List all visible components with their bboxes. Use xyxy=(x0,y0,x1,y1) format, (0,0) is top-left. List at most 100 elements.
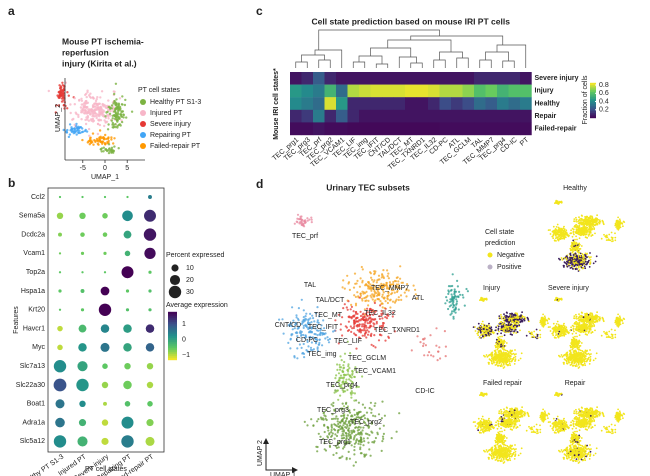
cell-point xyxy=(378,294,381,297)
cell-point xyxy=(301,352,304,355)
dendrogram xyxy=(318,29,440,50)
cell-point xyxy=(54,111,57,114)
cell-point xyxy=(497,351,500,353)
cell-point xyxy=(568,262,571,264)
cell-point xyxy=(584,323,587,326)
cell-point xyxy=(102,150,105,153)
cell-point xyxy=(75,124,78,128)
cell-point xyxy=(381,289,384,292)
cell-point xyxy=(560,334,563,336)
cell-point xyxy=(549,229,551,231)
cell-point xyxy=(303,319,306,322)
cell-point xyxy=(107,117,110,120)
cell-point xyxy=(589,329,592,331)
cell-point xyxy=(316,319,319,322)
cell-point xyxy=(363,332,367,335)
legend-label: Positive xyxy=(497,264,522,271)
cell-point xyxy=(508,362,511,365)
cell-point xyxy=(385,317,389,320)
cell-point xyxy=(570,265,573,267)
cell-point xyxy=(560,235,563,238)
cell-point xyxy=(86,141,90,144)
heat-cell xyxy=(290,97,302,110)
cell-point xyxy=(578,324,581,326)
cell-point xyxy=(565,229,568,232)
cell-point xyxy=(585,218,588,221)
cell-point xyxy=(557,239,560,242)
dot xyxy=(144,247,156,260)
cell-point xyxy=(340,434,343,437)
cell-point xyxy=(368,320,371,323)
cell-point xyxy=(314,327,317,330)
cell-point xyxy=(484,327,487,330)
cell-point xyxy=(388,281,391,284)
cluster-label: TEC_prg3 xyxy=(317,407,349,414)
cell-point xyxy=(335,374,338,377)
heat-cell xyxy=(451,84,463,98)
cell-point xyxy=(363,421,367,424)
dot xyxy=(58,252,62,255)
cell-point xyxy=(62,92,65,96)
colorbar-cell xyxy=(168,343,177,347)
cell-point xyxy=(393,330,396,333)
cell-point xyxy=(347,427,351,430)
cell-point xyxy=(113,90,116,94)
cell-point xyxy=(587,332,590,334)
dot xyxy=(101,437,109,445)
cell-point xyxy=(302,324,305,327)
cell-point xyxy=(370,310,373,313)
cell-point xyxy=(354,302,358,305)
dot xyxy=(55,399,65,409)
cell-point xyxy=(501,323,504,326)
cell-point xyxy=(415,297,418,300)
cell-point xyxy=(476,332,479,335)
cell-point xyxy=(349,387,353,390)
cell-point xyxy=(565,257,568,259)
cell-point xyxy=(580,331,582,334)
cell-point xyxy=(376,297,379,301)
cell-point xyxy=(100,106,103,109)
cell-point xyxy=(559,298,562,300)
cell-point xyxy=(570,326,572,329)
cell-point xyxy=(508,354,510,356)
cell-point xyxy=(447,307,450,311)
cell-point xyxy=(307,327,310,330)
cell-point xyxy=(313,320,316,323)
umap-axes xyxy=(265,440,296,471)
cell-point xyxy=(482,327,485,330)
cell-point xyxy=(423,354,426,357)
cell-point xyxy=(378,317,381,320)
cell-point xyxy=(546,320,549,322)
cell-point xyxy=(578,269,581,271)
cell-point xyxy=(622,220,625,223)
cell-point xyxy=(616,223,619,226)
cell-point xyxy=(373,334,376,337)
cell-point xyxy=(585,222,588,224)
cell-point xyxy=(346,340,349,343)
cell-point xyxy=(377,288,380,291)
cell-point xyxy=(386,298,389,301)
dendrogram xyxy=(433,59,446,68)
cell-point xyxy=(350,432,353,435)
colorbar-label: 0 xyxy=(182,337,186,344)
cell-point xyxy=(478,336,481,339)
colorbar-label: 0.2 xyxy=(599,107,609,114)
cell-point xyxy=(119,107,122,110)
cell-point xyxy=(592,262,595,265)
heat-cell xyxy=(451,109,463,123)
cell-point xyxy=(98,129,102,132)
cell-point xyxy=(374,299,377,302)
cell-point xyxy=(575,315,578,318)
cell-point xyxy=(395,298,398,301)
cell-point xyxy=(332,385,335,388)
column-label: PT xyxy=(519,136,531,148)
heat-cell xyxy=(439,84,452,98)
cell-point xyxy=(322,437,325,440)
cell-point xyxy=(350,390,353,393)
cluster-label: TEC_TXNRD1 xyxy=(374,327,420,334)
dot xyxy=(101,381,109,389)
cell-point xyxy=(381,317,384,320)
cell-point xyxy=(341,334,344,337)
cell-point xyxy=(366,307,369,310)
cell-point xyxy=(323,327,326,330)
